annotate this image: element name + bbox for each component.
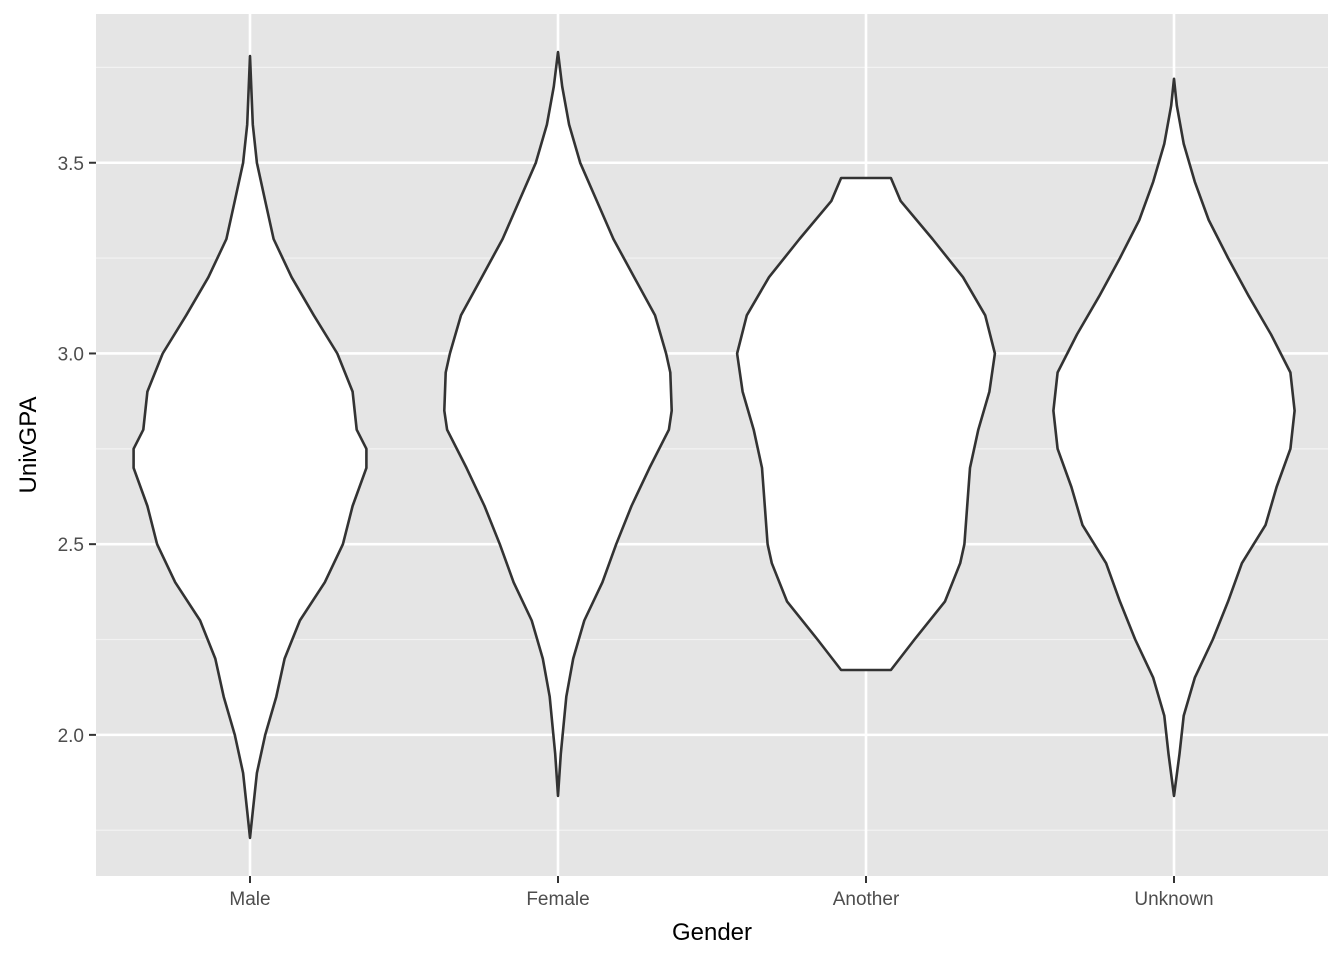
y-axis-ticks: 2.0 2.5 3.0 3.5 — [58, 154, 96, 747]
violin-unknown — [1052, 77, 1296, 798]
violin-female — [443, 50, 673, 798]
x-tick-label-unknown: Unknown — [1134, 889, 1213, 910]
y-axis-title: UnivGPA — [15, 397, 42, 494]
y-tick-label: 2.0 — [58, 726, 84, 747]
x-axis-title: Gender — [672, 919, 752, 946]
violins-layer — [132, 50, 1296, 840]
x-tick-label-male: Male — [229, 889, 270, 910]
y-tick-label: 3.0 — [58, 344, 84, 365]
x-axis-ticks: Male Female Another Unknown — [229, 876, 1214, 910]
x-tick-label-another: Another — [833, 889, 900, 910]
y-tick-label: 3.5 — [58, 154, 84, 175]
y-tick-label: 2.5 — [58, 535, 84, 556]
violin-male — [132, 54, 368, 840]
x-tick-label-female: Female — [526, 889, 589, 910]
violin-another — [735, 176, 997, 672]
